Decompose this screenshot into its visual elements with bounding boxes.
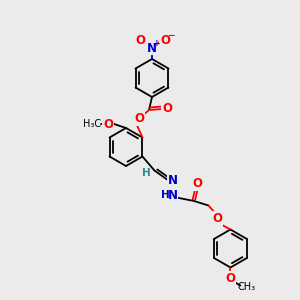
Text: H: H [142, 169, 151, 178]
Text: O: O [135, 34, 145, 46]
Text: N: N [147, 41, 157, 55]
Text: O: O [160, 34, 170, 46]
Text: O: O [226, 272, 236, 285]
Text: O: O [162, 103, 172, 116]
Text: N: N [167, 189, 178, 202]
Text: H₃C: H₃C [83, 119, 101, 129]
Text: −: − [167, 32, 175, 40]
Text: H: H [161, 190, 170, 200]
Text: N: N [167, 174, 178, 187]
Text: O: O [212, 212, 223, 225]
Text: CH₃: CH₃ [237, 283, 256, 292]
Text: O: O [103, 118, 113, 130]
Text: O: O [134, 112, 144, 125]
Text: O: O [193, 177, 202, 190]
Text: +: + [153, 40, 161, 49]
